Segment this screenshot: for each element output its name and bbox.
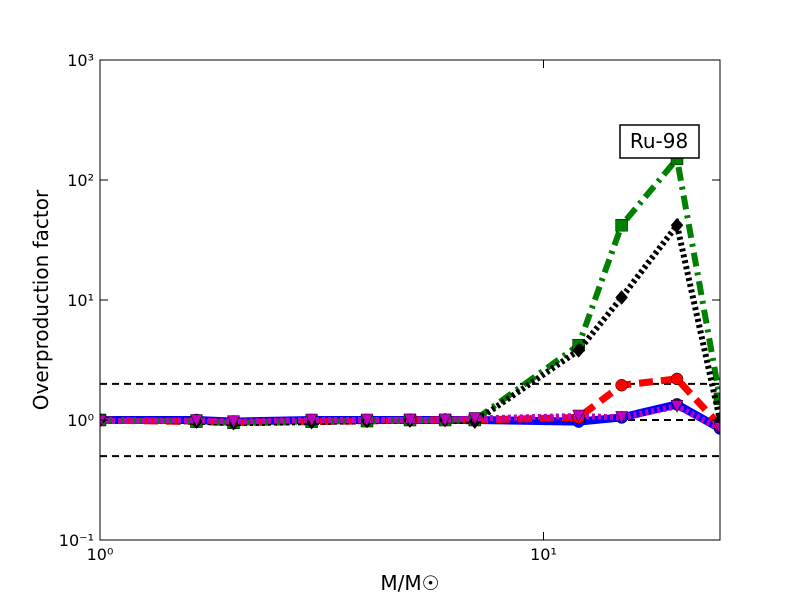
marker bbox=[572, 409, 586, 423]
marker bbox=[468, 412, 482, 426]
x-tick-label: 10⁰ bbox=[87, 545, 114, 564]
marker bbox=[100, 414, 107, 428]
marker bbox=[670, 372, 684, 386]
marker bbox=[360, 413, 374, 427]
marker bbox=[670, 217, 684, 233]
series-line bbox=[100, 375, 720, 428]
x-axis-label: M/M☉ bbox=[380, 571, 439, 595]
marker bbox=[227, 415, 240, 429]
y-axis-label: Overproduction factor bbox=[29, 189, 53, 410]
y-tick-label: 10⁻¹ bbox=[59, 531, 94, 550]
annotation: Ru-98 bbox=[630, 129, 688, 153]
marker bbox=[305, 413, 319, 427]
y-tick-label: 10² bbox=[67, 171, 94, 190]
marker bbox=[572, 343, 585, 358]
y-tick-label: 10⁰ bbox=[67, 411, 94, 430]
marker bbox=[615, 378, 628, 392]
marker bbox=[670, 400, 684, 413]
marker bbox=[615, 290, 628, 305]
y-tick-label: 10¹ bbox=[67, 291, 94, 310]
series-line bbox=[100, 403, 720, 432]
y-tick-label: 10³ bbox=[67, 51, 94, 70]
marker bbox=[615, 411, 629, 425]
marker bbox=[190, 414, 203, 428]
x-tick-label: 10¹ bbox=[530, 545, 557, 564]
marker bbox=[713, 422, 720, 436]
marker bbox=[403, 413, 417, 427]
marker bbox=[438, 413, 452, 427]
annotation-box bbox=[619, 124, 700, 159]
marker bbox=[615, 218, 628, 232]
plot-area bbox=[100, 152, 720, 458]
